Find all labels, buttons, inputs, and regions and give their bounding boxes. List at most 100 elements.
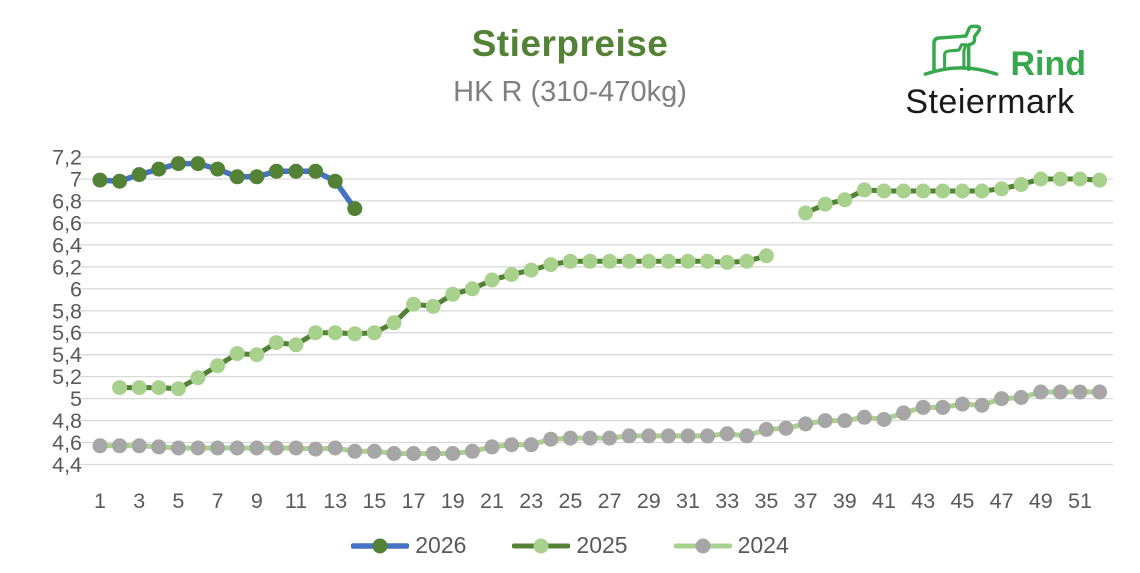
- legend-glyph-2025: [512, 538, 571, 553]
- x-tick-label: 21: [480, 489, 504, 513]
- series-2024-point: [523, 437, 539, 453]
- gridlines: [78, 156, 1113, 466]
- series-2025-point: [229, 346, 245, 362]
- series-2025-point: [210, 358, 226, 374]
- series-2025-point: [366, 325, 382, 341]
- series-2026-point: [288, 163, 304, 179]
- y-tick-label: 6,8: [52, 189, 82, 213]
- y-tick-label: 5,8: [52, 299, 82, 323]
- legend-item-2025: 2025: [512, 532, 628, 559]
- series-2025-point: [112, 380, 128, 396]
- series-2025: [112, 171, 1108, 397]
- x-tick-label: 39: [833, 489, 857, 513]
- series-2025-point: [190, 370, 206, 386]
- x-axis-labels: 1 3 5 7 9 11 13 15 17 19 21 23 25 27 29 31 33 35 37 39 41 43 4…: [94, 489, 1092, 513]
- x-tick-label: 27: [598, 489, 622, 513]
- series-2025-line: [117, 176, 1103, 392]
- series-2024-point: [366, 443, 382, 459]
- series-2025-point: [523, 262, 539, 278]
- series-2025-point: [915, 183, 931, 199]
- series-2024-point: [641, 428, 657, 444]
- series-2025-point: [582, 253, 598, 269]
- series-2025-point: [896, 183, 912, 199]
- series-2026-point: [131, 167, 147, 183]
- series-2025-point: [798, 205, 814, 221]
- x-tick-label: 29: [637, 489, 661, 513]
- series-2026-point: [327, 173, 343, 189]
- series-2025-point: [602, 253, 618, 269]
- x-tick-label: 3: [133, 489, 145, 513]
- y-tick-label: 6,2: [52, 255, 82, 279]
- series-2025-point: [386, 315, 402, 331]
- series-2025-point: [680, 253, 696, 269]
- series-2025-point: [837, 192, 853, 208]
- series-2024: [92, 384, 1108, 461]
- series-2024-point: [602, 430, 618, 446]
- series-2026-point: [92, 172, 108, 188]
- series-2026-point: [112, 173, 128, 189]
- series-2025-point: [562, 253, 578, 269]
- series-2024-point: [954, 396, 970, 412]
- series-2025-point: [758, 248, 774, 264]
- legend-label-2025: 2025: [576, 532, 628, 558]
- series-2025-point: [327, 325, 343, 341]
- series-2025-point: [1013, 177, 1029, 192]
- y-tick-label: 5: [70, 387, 82, 411]
- y-axis-labels: 7,276,86,66,46,265,85,65,45,254,84,64,4: [52, 146, 82, 478]
- series-2024-point: [386, 446, 402, 461]
- series-2026-point: [268, 163, 284, 179]
- series-2024-point: [406, 446, 422, 461]
- series-2026-point: [308, 163, 324, 179]
- series-2024-point: [210, 440, 226, 456]
- series-2025-point: [170, 381, 186, 397]
- x-tick-label: 15: [362, 489, 386, 513]
- series-2024-point: [1013, 390, 1029, 405]
- x-tick-label: 19: [441, 489, 465, 513]
- series-2024-point: [758, 421, 774, 437]
- series-2025-point: [1052, 171, 1068, 187]
- series-2024-point: [817, 413, 833, 429]
- x-tick-label: 43: [911, 489, 935, 513]
- y-tick-label: 4,8: [52, 409, 82, 433]
- x-tick-label: 11: [285, 489, 307, 513]
- series-2025-point: [1033, 171, 1049, 187]
- series-2025-point: [1092, 172, 1108, 188]
- legend-label-2024: 2024: [737, 532, 789, 558]
- series-2025-point: [288, 337, 304, 353]
- series-2025-point: [739, 253, 755, 269]
- series-2026-point: [347, 201, 363, 217]
- series-2025-point: [621, 253, 637, 269]
- series-2025-point: [935, 183, 951, 199]
- series-2025-point: [660, 253, 676, 269]
- series-2024-point: [229, 440, 245, 456]
- x-tick-label: 1: [94, 489, 106, 513]
- series-2025-point: [504, 267, 520, 282]
- series-2024-point: [504, 437, 520, 453]
- series-2024-point: [562, 430, 578, 446]
- series-2026-point: [151, 161, 167, 177]
- chart-legend: 2026 2025 2024: [0, 532, 1140, 559]
- x-tick-label: 31: [676, 489, 700, 513]
- y-tick-label: 7,2: [52, 146, 82, 170]
- legend-glyph-2024: [673, 538, 732, 553]
- x-tick-label: 33: [715, 489, 739, 513]
- series-2024-point: [288, 440, 304, 456]
- series-2025-point: [308, 325, 324, 341]
- series-2024-point: [680, 428, 696, 444]
- series-2024-point: [347, 443, 363, 459]
- x-tick-label: 9: [251, 489, 263, 513]
- series-2024-point: [856, 409, 872, 425]
- series-2025-point: [700, 253, 716, 269]
- series-2025-point: [974, 183, 990, 199]
- y-tick-label: 5,6: [52, 321, 82, 345]
- y-tick-label: 7: [70, 168, 82, 192]
- series-2024-point: [660, 428, 676, 444]
- series-2024-point: [327, 440, 343, 456]
- series-2024-point: [131, 438, 147, 454]
- x-tick-label: 17: [402, 489, 426, 513]
- rind-steiermark-logo: Rind Steiermark: [890, 24, 1090, 119]
- series-2024-point: [876, 412, 892, 427]
- series-2024-point: [837, 413, 853, 429]
